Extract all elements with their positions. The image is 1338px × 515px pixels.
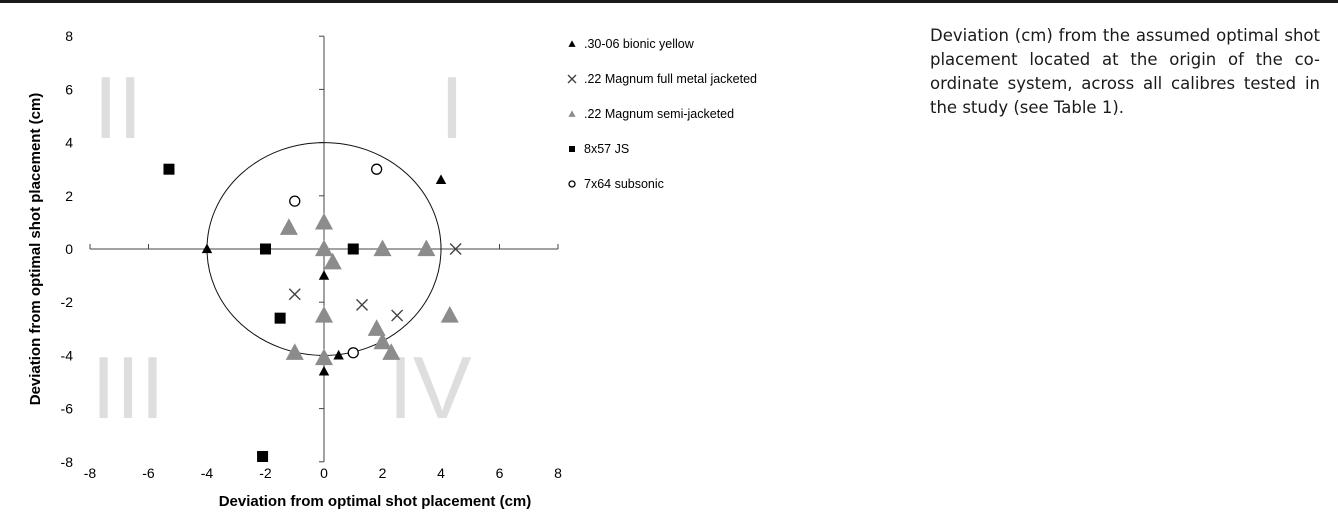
data-point <box>314 212 334 230</box>
legend: .30-06 bionic yellow .22 Magnum full meta… <box>567 37 757 191</box>
series-8x57-js <box>163 163 359 462</box>
x-tick-label: 4 <box>437 465 445 481</box>
legend-item: .22 Magnum full metal jacketed <box>567 72 757 86</box>
data-point <box>370 163 383 175</box>
legend-label: .30-06 bionic yellow <box>584 37 695 51</box>
x-tick-label: -8 <box>84 465 97 481</box>
data-point <box>257 450 269 462</box>
quadrant-label: I <box>440 58 464 157</box>
legend-swatch <box>568 180 576 188</box>
data-point <box>289 195 301 207</box>
data-point <box>318 365 330 376</box>
legend-label: 8x57 JS <box>584 142 629 156</box>
series-22-magnum-full-metal-jacketed <box>288 243 462 322</box>
data-point <box>314 306 334 323</box>
series-7x64-subsonic <box>289 163 383 359</box>
quadrant-label: IV <box>388 338 471 437</box>
legend-label: 7x64 subsonic <box>584 177 664 191</box>
series-22-magnum-semi-jacketed <box>279 212 459 366</box>
y-tick-label: -6 <box>61 401 74 417</box>
top-rule <box>0 0 1338 3</box>
data-point <box>356 298 369 311</box>
legend-item: 7x64 subsonic <box>568 177 664 191</box>
y-tick-label: 4 <box>65 135 73 151</box>
data-point <box>347 243 359 255</box>
quadrant-label: II <box>94 58 143 157</box>
y-tick-label: -4 <box>61 347 74 363</box>
data-point <box>417 239 436 257</box>
data-point <box>373 332 392 350</box>
data-point <box>314 348 334 366</box>
x-tick-label: 6 <box>496 465 504 481</box>
legend-label: .22 Magnum semi-jacketed <box>584 107 734 121</box>
legend-item: 8x57 JS <box>569 142 629 156</box>
tick-labels: 8 6 4 2 0 -2 -4 -6 -8 -8 -6 -4 -2 0 2 4 6 8 <box>61 28 563 481</box>
x-tick-label: 0 <box>320 465 328 481</box>
data-point <box>449 243 462 255</box>
data-point <box>163 163 175 175</box>
data-point <box>285 343 304 360</box>
legend-label: .22 Magnum full metal jacketed <box>584 72 757 86</box>
x-tick-label: -6 <box>142 465 155 481</box>
x-tick-label: -4 <box>201 465 214 481</box>
data-point <box>435 174 447 184</box>
x-tick-label: -2 <box>259 465 272 481</box>
data-point <box>347 347 359 359</box>
data-point <box>440 306 459 323</box>
y-tick-label: -8 <box>61 454 74 470</box>
data-point <box>201 243 213 254</box>
data-point <box>314 239 334 257</box>
y-tick-label: -2 <box>61 294 74 310</box>
figure-caption: Deviation (cm) from the assumed optimal … <box>930 26 1320 117</box>
data-point <box>382 343 401 360</box>
data-point <box>260 243 271 255</box>
data-point <box>318 270 330 280</box>
data-point <box>391 309 404 322</box>
x-tick-label: 8 <box>554 465 562 481</box>
y-tick-label: 0 <box>65 241 73 257</box>
x-tick-label: 2 <box>379 465 387 481</box>
data-point <box>333 349 344 360</box>
y-tick-label: 8 <box>65 28 73 44</box>
legend-swatch <box>569 146 575 152</box>
data-points <box>163 163 462 462</box>
legend-swatch <box>568 110 576 117</box>
legend-item: .22 Magnum semi-jacketed <box>568 107 734 121</box>
y-axis-label: Deviation from optimal shot placement (c… <box>27 93 44 406</box>
legend-swatch <box>567 74 577 84</box>
quadrant-label: III <box>91 338 164 437</box>
data-point <box>367 319 386 336</box>
y-tick-label: 6 <box>65 81 73 97</box>
data-point <box>288 288 301 301</box>
legend-item: .30-06 bionic yellow <box>568 37 695 51</box>
x-axis-label: Deviation from optimal shot placement (c… <box>219 493 532 510</box>
data-point <box>323 252 342 270</box>
data-point <box>274 312 286 324</box>
data-point <box>373 239 392 257</box>
data-point <box>279 218 298 235</box>
series-30-06-bionic-yellow <box>201 174 447 376</box>
legend-swatch <box>568 40 576 47</box>
y-tick-label: 2 <box>65 188 73 204</box>
